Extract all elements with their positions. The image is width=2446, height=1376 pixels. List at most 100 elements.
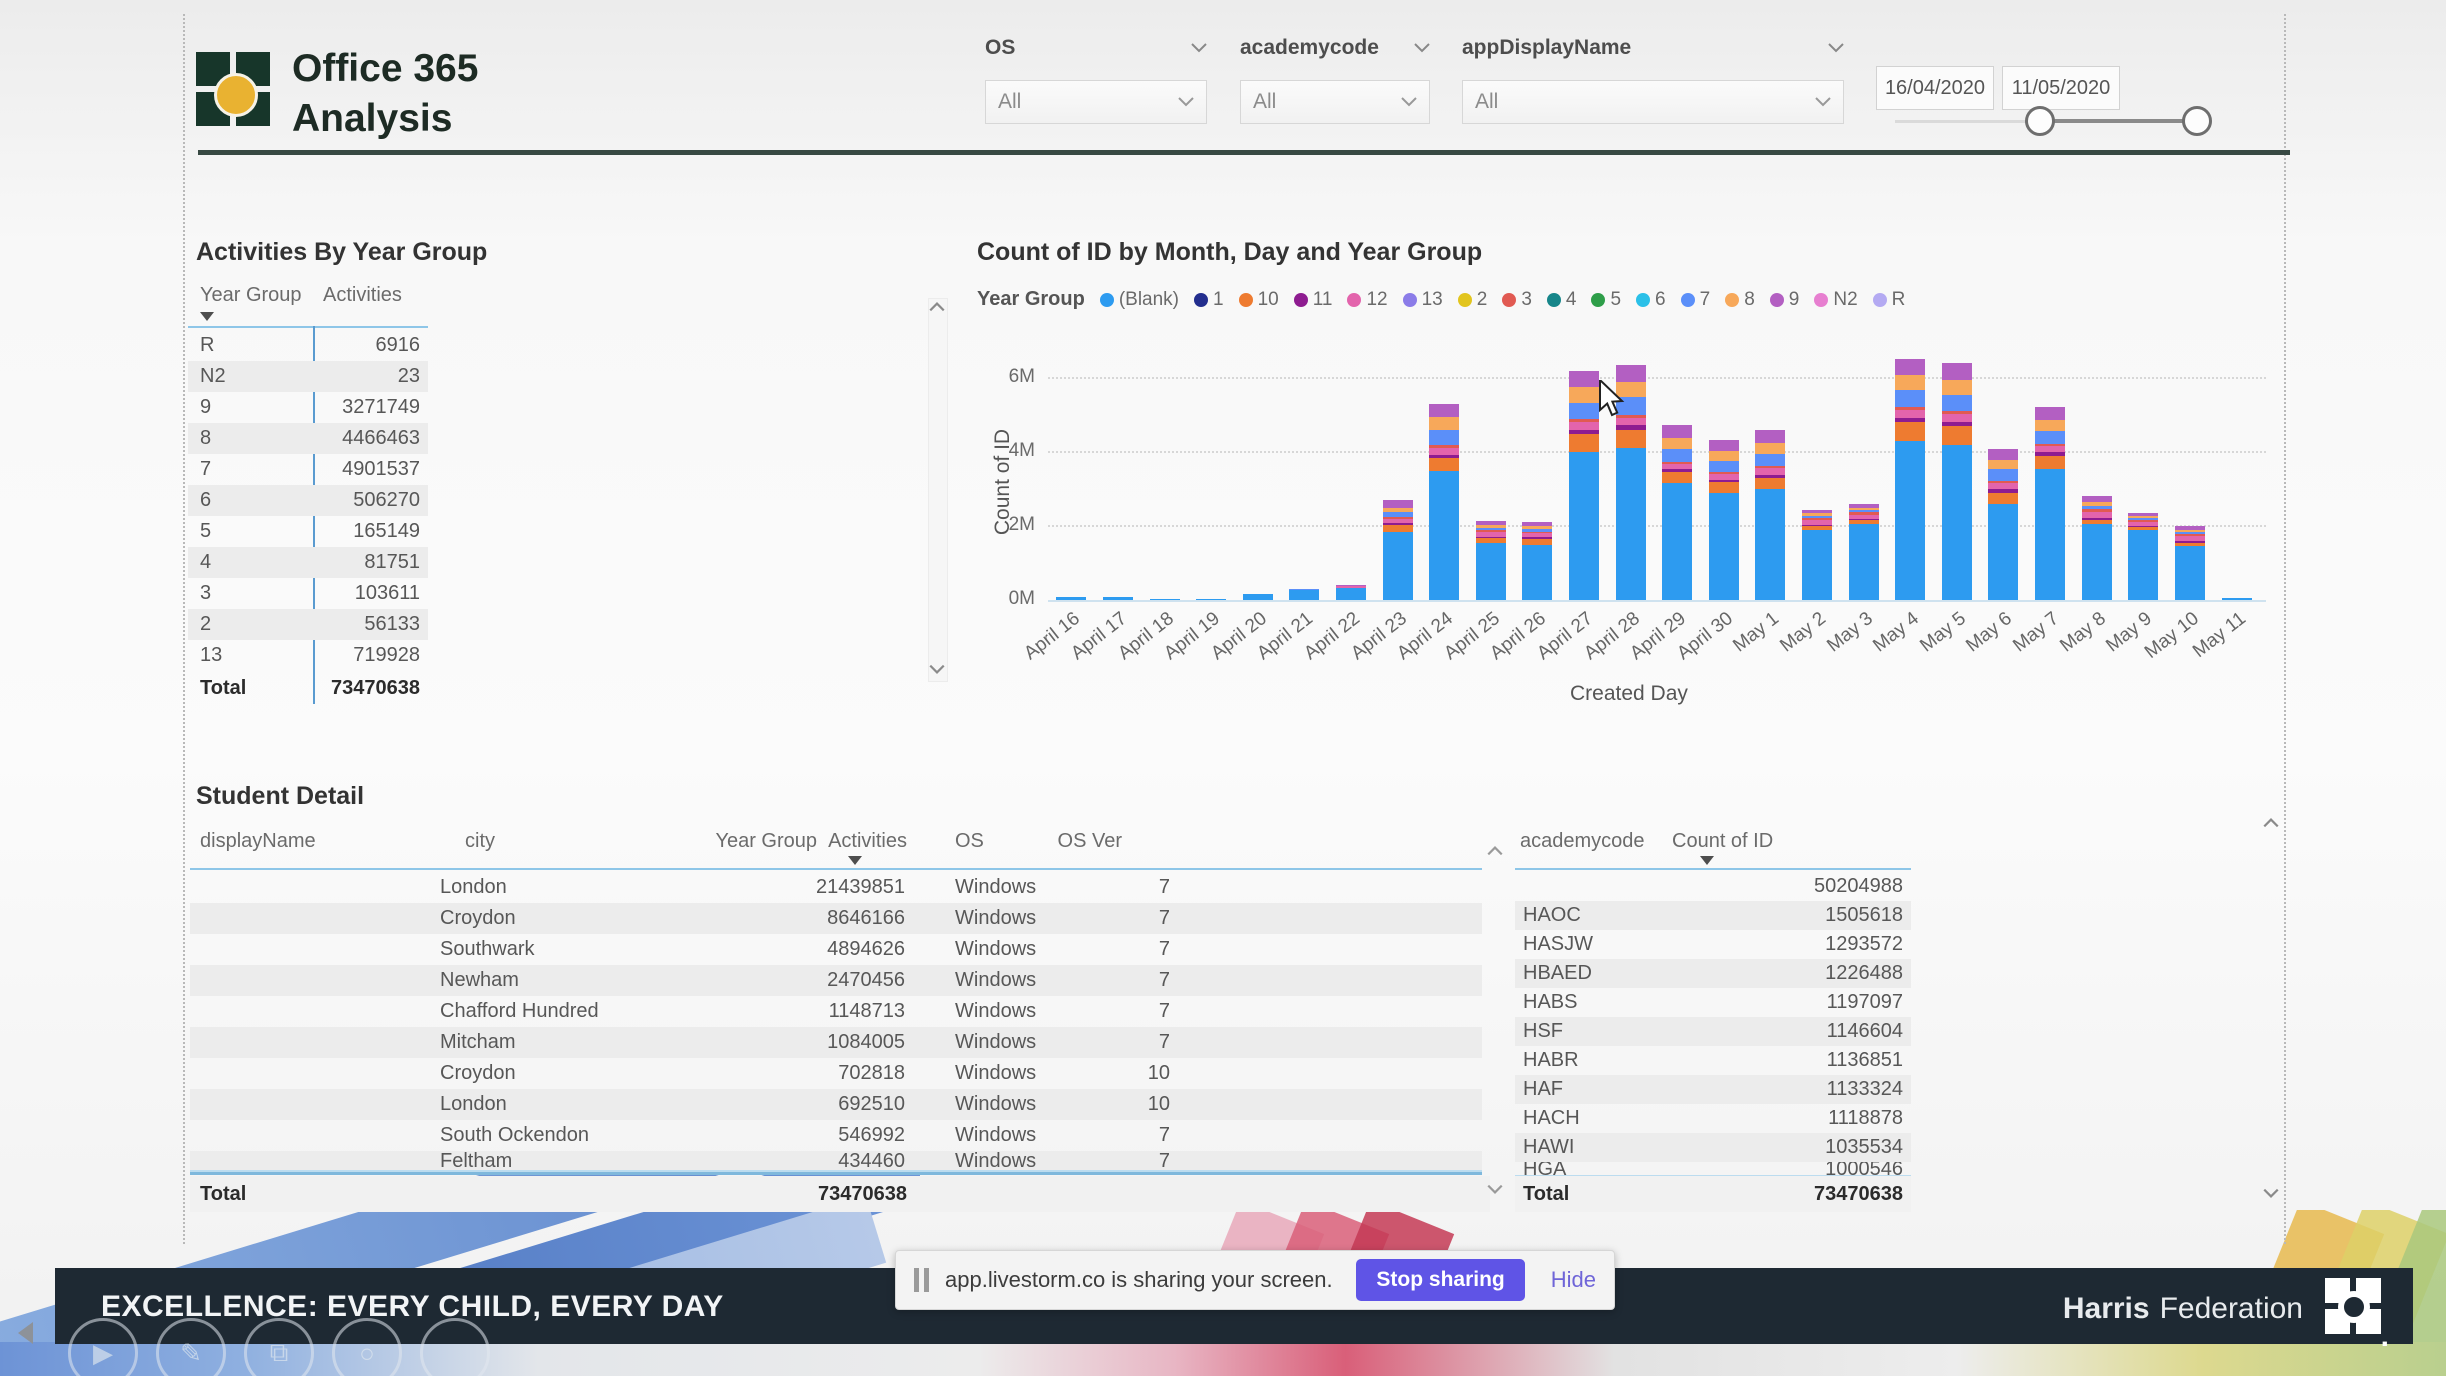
table-row[interactable]: HAWI 1035534 <box>1515 1133 1911 1162</box>
date-slider-handle-start[interactable] <box>2025 106 2055 136</box>
bar-April 20[interactable]: April 20 <box>1207 358 1281 664</box>
legend-item-N2[interactable]: N2 <box>1814 289 1858 311</box>
slides-button[interactable]: ⧉ <box>244 1318 314 1376</box>
os-filter-dropdown[interactable]: All <box>985 80 1207 124</box>
bar-April 29[interactable]: April 29 <box>1626 358 1701 664</box>
legend-item-12[interactable]: 12 <box>1347 289 1388 311</box>
date-slider-handle-end[interactable] <box>2182 106 2212 136</box>
academycode-filter-dropdown[interactable]: All <box>1240 80 1430 124</box>
student-col-city[interactable]: city <box>465 830 495 852</box>
table-row[interactable]: 6 506270 <box>188 485 428 516</box>
bar-April 25[interactable]: April 25 <box>1440 358 1514 664</box>
bar-May 9[interactable]: May 9 <box>2103 358 2167 656</box>
table-row[interactable]: South Ockendon 546992 Windows 7 <box>190 1120 1482 1151</box>
bar-May 4[interactable]: May 4 <box>1869 358 1934 656</box>
table-row[interactable]: 50204988 <box>1515 872 1911 901</box>
activities-scrollbar[interactable] <box>928 298 948 682</box>
bar-April 27[interactable]: April 27 <box>1533 358 1608 664</box>
bar-April 30[interactable]: April 30 <box>1673 358 1748 664</box>
chevron-down-icon[interactable] <box>1191 43 1207 53</box>
student-col-os[interactable]: OS <box>955 830 984 852</box>
extra-control-button[interactable] <box>420 1318 490 1376</box>
scroll-up-icon[interactable] <box>1486 844 1504 858</box>
table-row[interactable]: London 692510 Windows 10 <box>190 1089 1482 1120</box>
legend-item-11[interactable]: 11 <box>1293 289 1332 311</box>
table-row[interactable]: Croydon 8646166 Windows 7 <box>190 903 1482 934</box>
student-col-activities[interactable]: Activities <box>828 830 907 852</box>
table-row[interactable]: HBAED 1226488 <box>1515 959 1911 988</box>
bar-April 16[interactable]: April 16 <box>1021 358 1095 664</box>
student-col-osver[interactable]: OS Ver <box>1057 830 1122 852</box>
bar-April 18[interactable]: April 18 <box>1114 358 1188 664</box>
draw-pencil-button[interactable]: ✎ <box>156 1318 226 1376</box>
table-row[interactable]: Chafford Hundred 1148713 Windows 7 <box>190 996 1482 1027</box>
table-row[interactable]: Croydon 702818 Windows 10 <box>190 1058 1482 1089</box>
hide-link[interactable]: Hide <box>1550 1267 1596 1292</box>
bar-May 10[interactable]: May 10 <box>2141 358 2214 663</box>
bar-May 8[interactable]: May 8 <box>2056 358 2120 656</box>
legend-item-2[interactable]: 2 <box>1457 289 1487 311</box>
student-col-yeargroup[interactable]: Year Group <box>715 830 817 852</box>
table-row[interactable]: HAOC 1505618 <box>1515 901 1911 930</box>
table-row[interactable]: HSF 1146604 <box>1515 1017 1911 1046</box>
table-row[interactable]: 13 719928 <box>188 640 428 671</box>
bar-April 24[interactable]: April 24 <box>1393 358 1468 664</box>
legend-item-1[interactable]: 1 <box>1194 289 1224 311</box>
chevron-down-icon[interactable] <box>1828 43 1844 53</box>
zoom-search-button[interactable]: ○ <box>332 1318 402 1376</box>
table-row[interactable]: N2 23 <box>188 361 428 392</box>
legend-item-3[interactable]: 3 <box>1502 289 1532 311</box>
date-slider-selection[interactable] <box>2040 119 2197 123</box>
scroll-down-icon[interactable] <box>1486 1182 1504 1196</box>
table-row[interactable]: Mitcham 1084005 Windows 7 <box>190 1027 1482 1058</box>
stop-sharing-button[interactable]: Stop sharing <box>1356 1259 1525 1301</box>
table-row[interactable]: 5 165149 <box>188 516 428 547</box>
table-row[interactable]: 9 3271749 <box>188 392 428 423</box>
legend-item-9[interactable]: 9 <box>1769 289 1799 311</box>
table-row[interactable]: 3 103611 <box>188 578 428 609</box>
chevron-down-icon[interactable] <box>1414 43 1430 53</box>
legend-item-8[interactable]: 8 <box>1725 289 1755 311</box>
table-row[interactable]: R 6916 <box>188 330 428 361</box>
legend-item-5[interactable]: 5 <box>1591 289 1621 311</box>
table-row[interactable]: 2 56133 <box>188 609 428 640</box>
date-end-input[interactable]: 11/05/2020 <box>2002 66 2120 110</box>
bar-April 21[interactable]: April 21 <box>1254 358 1328 664</box>
bar-May 1[interactable]: May 1 <box>1730 358 1794 656</box>
table-row[interactable]: HASJW 1293572 <box>1515 930 1911 959</box>
table-row[interactable]: Southwark 4894626 Windows 7 <box>190 934 1482 965</box>
appdisplayname-filter-dropdown[interactable]: All <box>1462 80 1844 124</box>
bar-April 19[interactable]: April 19 <box>1160 358 1235 664</box>
collapse-left-icon[interactable] <box>18 1322 33 1344</box>
bar-May 3[interactable]: May 3 <box>1823 358 1887 656</box>
bar-April 17[interactable]: April 17 <box>1067 358 1142 664</box>
bar-April 22[interactable]: April 22 <box>1300 358 1375 664</box>
legend-item-R[interactable]: R <box>1872 289 1905 311</box>
legend-item-13[interactable]: 13 <box>1402 289 1443 311</box>
table-row[interactable]: 7 4901537 <box>188 454 428 485</box>
legend-item-7[interactable]: 7 <box>1680 289 1710 311</box>
table-row[interactable]: 8 4466463 <box>188 423 428 454</box>
table-row[interactable]: HACH 1118878 <box>1515 1104 1911 1133</box>
table-row[interactable]: HABS 1197097 <box>1515 988 1911 1017</box>
date-start-input[interactable]: 16/04/2020 <box>1876 66 1994 110</box>
scroll-down-icon[interactable] <box>928 662 946 676</box>
bar-May 6[interactable]: May 6 <box>1963 358 2027 656</box>
legend-item-(Blank)[interactable]: (Blank) <box>1099 289 1179 311</box>
bar-April 28[interactable]: April 28 <box>1580 358 1654 664</box>
bar-May 5[interactable]: May 5 <box>1916 358 1981 656</box>
bar-May 11[interactable]: May 11 <box>2189 358 2260 662</box>
table-row[interactable]: Feltham 434460 Windows 7 <box>190 1151 1482 1175</box>
bar-April 23[interactable]: April 23 <box>1347 358 1421 664</box>
scroll-up-icon[interactable] <box>2262 816 2280 830</box>
table-row[interactable]: 4 81751 <box>188 547 428 578</box>
academy-col-code[interactable]: academycode <box>1520 830 1645 852</box>
bar-May 2[interactable]: May 2 <box>1776 358 1841 656</box>
activities-col-yeargroup[interactable]: Year Group <box>200 284 302 306</box>
play-button[interactable]: ▶ <box>68 1318 138 1376</box>
academy-col-countofid[interactable]: Count of ID <box>1672 830 1774 852</box>
bar-May 7[interactable]: May 7 <box>2009 358 2074 656</box>
student-col-displayname[interactable]: displayName <box>200 830 316 852</box>
table-row[interactable]: HAF 1133324 <box>1515 1075 1911 1104</box>
table-row[interactable]: Newham 2470456 Windows 7 <box>190 965 1482 996</box>
